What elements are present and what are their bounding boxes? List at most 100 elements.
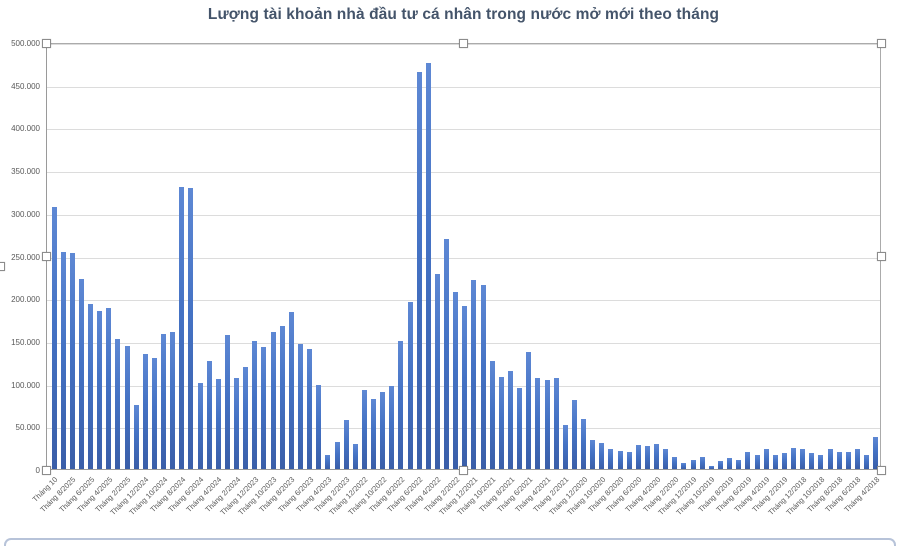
bar[interactable] xyxy=(142,353,148,469)
bar[interactable] xyxy=(389,386,395,469)
bar[interactable] xyxy=(626,451,632,469)
bar[interactable] xyxy=(453,292,459,469)
bar[interactable] xyxy=(179,187,185,469)
bar[interactable] xyxy=(845,451,851,469)
bar[interactable] xyxy=(243,366,249,469)
bar[interactable] xyxy=(517,387,523,469)
bar[interactable] xyxy=(434,274,440,469)
bar[interactable] xyxy=(480,284,486,469)
selection-handle[interactable] xyxy=(41,252,51,261)
bar[interactable] xyxy=(873,436,879,469)
bar[interactable] xyxy=(279,325,285,469)
bar[interactable] xyxy=(288,311,294,469)
bar[interactable] xyxy=(325,455,331,469)
bar[interactable] xyxy=(818,455,824,469)
bar[interactable] xyxy=(526,352,532,469)
bar[interactable] xyxy=(708,465,714,469)
bar[interactable] xyxy=(699,457,705,469)
bar[interactable] xyxy=(261,346,267,469)
bar[interactable] xyxy=(508,370,513,469)
bar[interactable] xyxy=(681,463,687,469)
bar[interactable] xyxy=(635,445,641,469)
bar[interactable] xyxy=(361,389,367,469)
bar[interactable] xyxy=(316,385,322,469)
bar[interactable] xyxy=(334,441,340,469)
bar[interactable] xyxy=(672,457,678,469)
bar[interactable] xyxy=(407,301,413,469)
bar[interactable] xyxy=(498,376,504,469)
bar[interactable] xyxy=(562,424,568,469)
bar[interactable] xyxy=(727,457,733,469)
bar[interactable] xyxy=(553,377,559,469)
selection-handle[interactable] xyxy=(876,465,886,475)
bar[interactable] xyxy=(690,460,696,469)
bar[interactable] xyxy=(398,340,404,469)
bar[interactable] xyxy=(654,444,660,469)
bar[interactable] xyxy=(489,361,495,469)
bar[interactable] xyxy=(717,461,723,469)
bar[interactable] xyxy=(599,443,605,469)
bar[interactable] xyxy=(590,439,596,469)
bar[interactable] xyxy=(78,279,84,469)
bar[interactable] xyxy=(170,331,176,469)
bar[interactable] xyxy=(161,334,167,469)
selection-handle[interactable] xyxy=(459,38,468,48)
bar[interactable] xyxy=(151,357,157,469)
bar[interactable] xyxy=(298,344,303,469)
bar[interactable] xyxy=(133,404,139,469)
bar[interactable] xyxy=(380,392,386,469)
bar[interactable] xyxy=(544,380,550,469)
selection-handle[interactable] xyxy=(41,465,51,475)
bar[interactable] xyxy=(270,331,276,469)
bar[interactable] xyxy=(791,447,797,469)
bar[interactable] xyxy=(307,349,313,469)
bar[interactable] xyxy=(736,459,742,469)
bar[interactable] xyxy=(444,239,450,469)
bar[interactable] xyxy=(371,398,377,469)
bar[interactable] xyxy=(864,455,870,469)
bar[interactable] xyxy=(206,360,212,469)
bar[interactable] xyxy=(535,377,541,469)
bar[interactable] xyxy=(571,399,577,469)
bar[interactable] xyxy=(352,444,358,469)
bar[interactable] xyxy=(124,346,130,469)
bar[interactable] xyxy=(88,304,94,469)
bar[interactable] xyxy=(608,448,614,469)
selection-handle[interactable] xyxy=(0,262,5,271)
bar[interactable] xyxy=(836,451,842,469)
bar[interactable] xyxy=(115,339,121,469)
bar[interactable] xyxy=(234,377,240,469)
bar[interactable] xyxy=(51,206,57,469)
bar[interactable] xyxy=(97,311,103,469)
bar[interactable] xyxy=(745,451,751,469)
bar[interactable] xyxy=(215,379,221,469)
bar[interactable] xyxy=(800,449,806,469)
bar[interactable] xyxy=(772,455,778,469)
bar[interactable] xyxy=(763,448,769,469)
bar[interactable] xyxy=(188,188,194,469)
plot-area[interactable] xyxy=(46,43,881,470)
selection-handle[interactable] xyxy=(459,465,468,475)
bar[interactable] xyxy=(754,455,760,469)
bar[interactable] xyxy=(343,420,349,469)
bar[interactable] xyxy=(60,252,66,469)
selection-handle[interactable] xyxy=(41,38,51,48)
bar[interactable] xyxy=(462,305,468,469)
bar[interactable] xyxy=(471,280,477,469)
selection-handle[interactable] xyxy=(876,252,886,261)
bar[interactable] xyxy=(663,448,669,469)
bar[interactable] xyxy=(854,449,860,469)
bar[interactable] xyxy=(252,340,258,469)
bar[interactable] xyxy=(197,382,203,469)
bar[interactable] xyxy=(617,451,623,469)
bar[interactable] xyxy=(781,452,787,469)
bar[interactable] xyxy=(827,448,833,469)
bar[interactable] xyxy=(106,308,112,469)
bar[interactable] xyxy=(581,419,587,469)
bar[interactable] xyxy=(425,62,431,469)
bar[interactable] xyxy=(644,445,650,469)
bar[interactable] xyxy=(809,452,815,469)
selection-handle[interactable] xyxy=(876,38,886,48)
bar[interactable] xyxy=(69,252,75,469)
bar[interactable] xyxy=(416,71,422,469)
